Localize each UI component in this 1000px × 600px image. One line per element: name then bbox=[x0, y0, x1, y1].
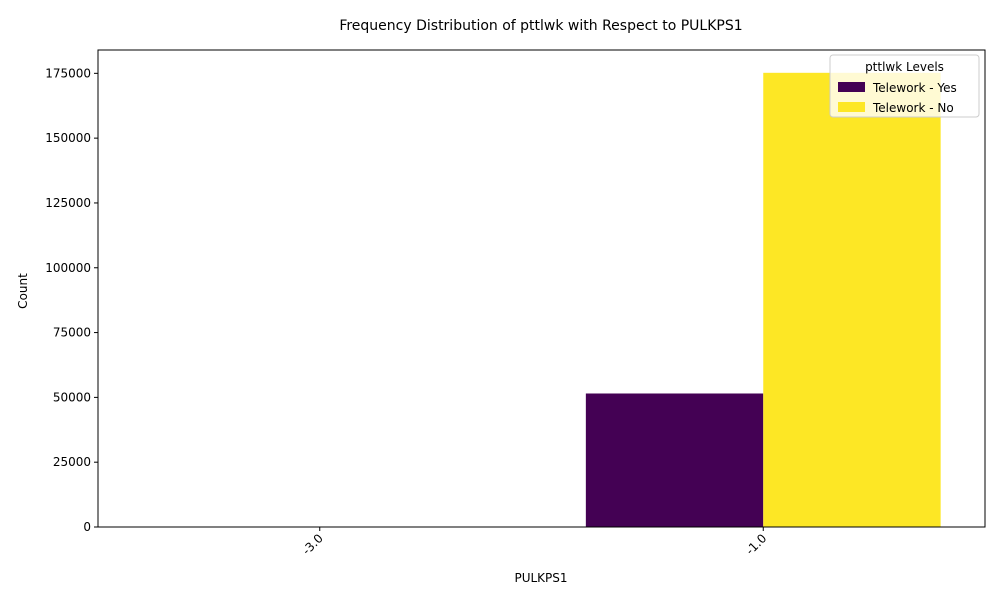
x-axis-label: PULKPS1 bbox=[514, 571, 567, 585]
y-tick-label: 25000 bbox=[53, 455, 91, 469]
y-tick-label: 150000 bbox=[45, 131, 91, 145]
y-tick-label: 50000 bbox=[53, 390, 91, 404]
legend-swatch bbox=[838, 82, 865, 92]
bar-telework-no-1 bbox=[763, 72, 941, 527]
y-axis-label: Count bbox=[16, 273, 30, 309]
bar-telework-yes-1 bbox=[585, 393, 764, 527]
axes-frame bbox=[97, 49, 986, 528]
x-tick-label: -1.0 bbox=[743, 531, 769, 557]
legend: pttlwk Levels Telework - Yes Telework - No bbox=[829, 54, 980, 118]
legend-entry-label: Telework - Yes bbox=[872, 81, 957, 95]
y-tick-label: 0 bbox=[83, 520, 91, 534]
legend-entry-label: Telework - No bbox=[872, 101, 954, 115]
y-tick-label: 125000 bbox=[45, 196, 91, 210]
legend-swatch bbox=[838, 102, 865, 112]
plot-area: 0 25000 50000 75000 100000 125000 150000 175000… bbox=[45, 49, 986, 558]
y-tick-label: 175000 bbox=[45, 66, 91, 80]
legend-box bbox=[829, 54, 980, 118]
x-tick-label: -3.0 bbox=[299, 531, 325, 557]
y-tick-label: 75000 bbox=[53, 326, 91, 340]
legend-title: pttlwk Levels bbox=[865, 60, 944, 74]
chart-title: Frequency Distribution of pttlwk with Re… bbox=[339, 18, 742, 34]
y-tick-label: 100000 bbox=[45, 261, 91, 275]
